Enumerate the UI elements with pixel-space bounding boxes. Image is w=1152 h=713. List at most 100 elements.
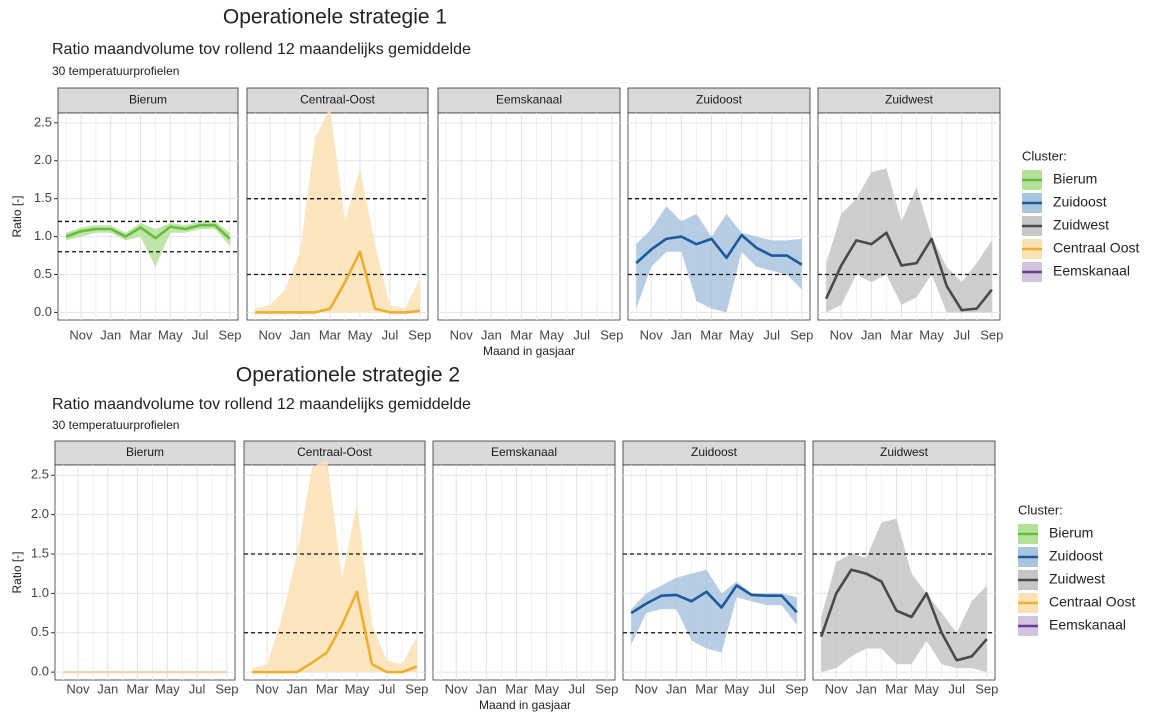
x-tick-label: Jan [476,681,497,696]
x-tick-label: Jul [382,327,399,342]
strip [243,440,426,466]
x-tick-label: Nov [450,327,474,342]
x-tick-label: Sep [218,327,241,342]
x-tick-label: Sep [595,681,618,696]
panel [57,112,239,321]
legend-label: Zuidwest [1049,571,1105,587]
legend-label: Centraal Oost [1053,240,1139,256]
x-tick-label: Sep [790,327,813,342]
y-tick-label: 1.0 [31,585,49,600]
x-tick-label: Sep [215,681,238,696]
strip [54,440,236,466]
x-tick-label: Jul [379,681,396,696]
x-tick-label: Jan [856,681,877,696]
strip-label: Zuidoost [696,93,743,107]
line [252,590,418,674]
y-tick-label: 1.5 [34,190,52,205]
x-tick-label: Jul [192,327,209,342]
y-tick-label: 1.5 [31,545,49,560]
x-tick-label: Jul [763,327,780,342]
strip-label: Bierum [129,93,167,107]
y-tick-label: 2.5 [31,467,49,482]
x-tick-label: Jul [568,681,585,696]
strip-label: Eemskanaal [491,445,557,459]
y-tick-label: 2.5 [34,114,52,129]
x-tick-label: Jul [189,681,206,696]
panel [432,464,616,681]
legend-label: Eemskanaal [1049,617,1126,633]
strip [622,440,806,466]
x-tick-label: Jul [953,327,970,342]
y-tick-label: 0.0 [34,304,52,319]
strip-label: Eemskanaal [496,93,562,107]
legend-label: Centraal Oost [1049,594,1135,610]
x-axis-title: Maand in gasjaar [479,698,571,712]
panel [437,112,621,321]
x-tick-label: Mar [319,327,342,342]
panel [54,464,236,681]
x-tick-label: Jan [287,681,308,696]
x-tick-label: Sep [975,681,998,696]
x-tick-label: Jul [948,681,965,696]
y-tick-label: 0.5 [31,624,49,639]
x-tick-label: May [724,681,749,696]
x-tick-label: Nov [66,681,90,696]
legend-label: Bierum [1053,171,1097,187]
x-tick-label: Nov [640,327,664,342]
x-tick-label: Mar [890,327,913,342]
band [826,168,992,313]
x-tick-label: Sep [600,327,623,342]
band [821,518,987,673]
x-tick-label: May [348,327,373,342]
x-tick-label: Mar [316,681,339,696]
y-tick-label: 2.0 [31,506,49,521]
y-axis-title: Ratio [-] [10,551,24,593]
legend-label: Zuidoost [1049,548,1103,564]
strip-label: Bierum [126,445,164,459]
x-tick-label: Nov [69,327,93,342]
x-tick-label: Jul [758,681,775,696]
x-tick-label: Mar [505,681,528,696]
y-tick-label: 2.0 [34,152,52,167]
x-tick-label: May [345,681,370,696]
chart-title: Ratio maandvolume tov rollend 12 maandel… [52,41,471,58]
x-tick-label: Jan [100,327,121,342]
line [635,233,803,266]
x-tick-label: Nov [635,681,659,696]
legend-title: Cluster: [1022,148,1067,163]
x-tick-label: Sep [405,681,428,696]
x-tick-label: Mar [126,681,149,696]
x-tick-label: Mar [510,327,533,342]
x-tick-label: Jan [97,681,118,696]
x-tick-label: Sep [785,681,808,696]
legend-label: Eemskanaal [1053,263,1130,279]
band [252,459,417,673]
x-tick-label: May [158,327,183,342]
band [255,107,420,313]
strip [627,87,811,114]
x-tick-label: Jan [481,327,502,342]
strip-label: Zuidwest [885,93,934,107]
x-tick-label: May [919,327,944,342]
x-tick-label: Nov [259,327,283,342]
x-tick-label: May [729,327,754,342]
x-tick-label: Sep [408,327,431,342]
line [819,568,988,662]
heading: Operationele strategie 1 [223,6,447,29]
strip [437,87,621,114]
x-tick-label: Jan [290,327,311,342]
legend-label: Zuidwest [1053,217,1109,233]
band [636,206,802,313]
x-tick-label: May [539,327,564,342]
chart-subtitle: 30 temperatuurprofielen [52,64,179,78]
line [630,584,798,615]
x-tick-label: Sep [980,327,1003,342]
x-tick-label: Jan [861,327,882,342]
x-tick-label: Nov [825,681,849,696]
strip-label: Centraal-Oost [300,93,375,107]
x-tick-label: Mar [885,681,908,696]
strip-label: Centraal-Oost [297,445,372,459]
x-tick-label: Nov [256,681,280,696]
x-tick-label: Jan [666,681,687,696]
y-tick-label: 1.0 [34,228,52,243]
